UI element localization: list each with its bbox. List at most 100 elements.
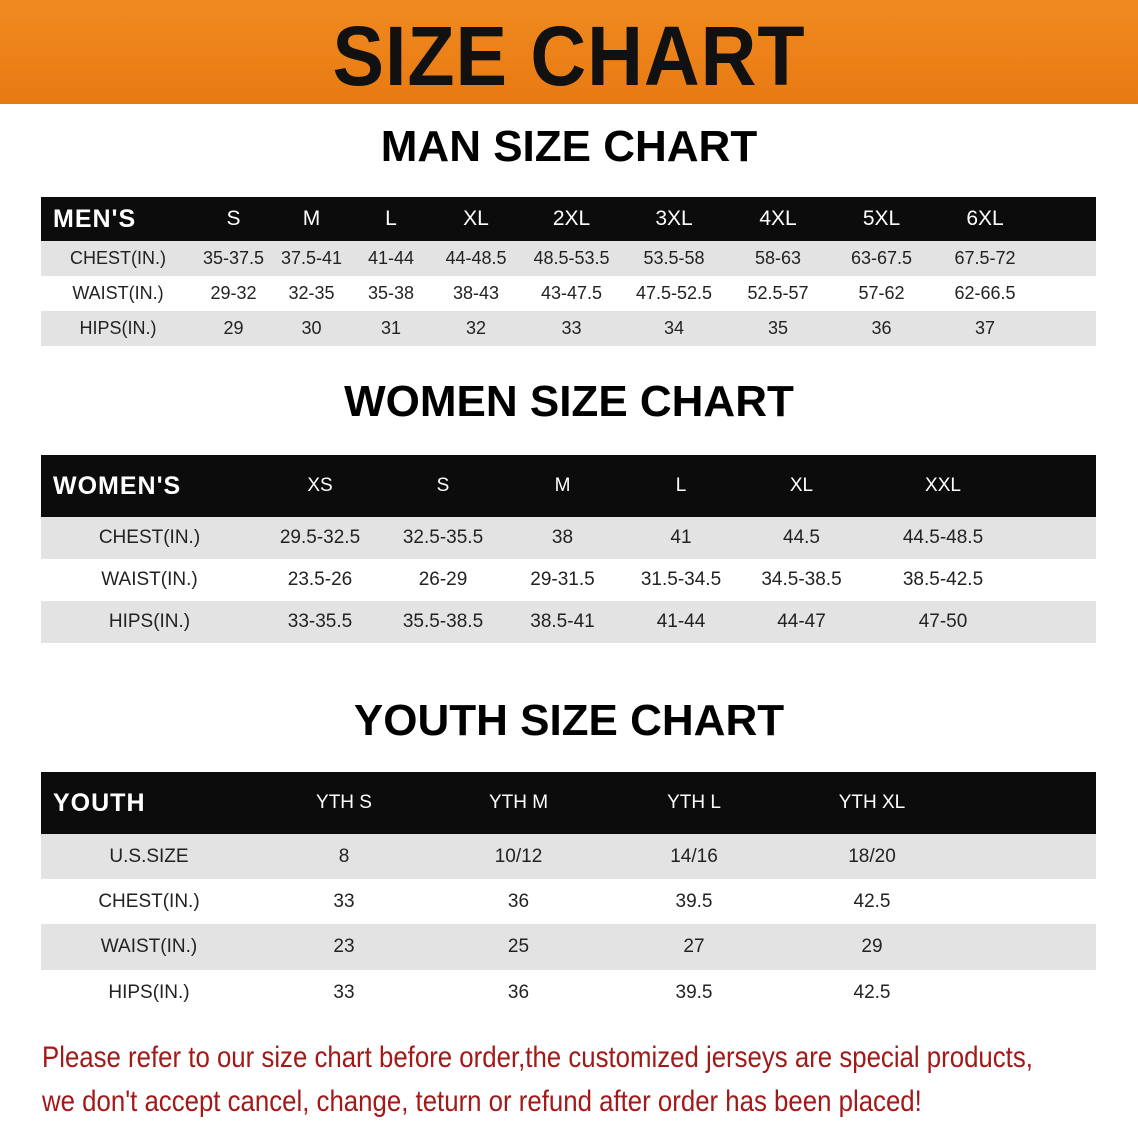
table-title-cell: MEN'S	[53, 204, 137, 233]
table-row: HIPS(IN.) 33 36 39.5 42.5	[41, 970, 1096, 1015]
men-size-table: MEN'S S M L XL 2XL 3XL 4XL 5XL 6XL CHEST(IN.) 35-37…	[41, 197, 1096, 346]
table-row: CHEST(IN.) 29.5-32.5 32.5-35.5 38 41 44.5 44.5…	[41, 517, 1096, 559]
table-header-row: YOUTH YTH S YTH M YTH L YTH XL	[41, 772, 1096, 834]
row-label: WAIST(IN.)	[72, 283, 164, 303]
table-cell: 35-37.5	[202, 248, 265, 268]
table-row: CHEST(IN.) 35-37.5 37.5-41 41-44 44-48.5 48.5…	[41, 241, 1096, 276]
size-header-cell: 2XL	[552, 207, 591, 230]
page-title: SIZE CHART	[332, 8, 806, 103]
table-cell: 23	[333, 936, 355, 957]
table-row: WAIST(IN.) 23 25 27 29	[41, 924, 1096, 970]
table-cell: 48.5-53.5	[533, 248, 610, 268]
table-cell: 29.5-32.5	[279, 527, 361, 548]
table-cell: 43-47.5	[540, 283, 603, 303]
table-cell: 39.5	[675, 890, 713, 912]
table-cell: 31	[380, 318, 402, 338]
table-header-row: MEN'S S M L XL 2XL 3XL 4XL 5XL 6XL	[41, 197, 1096, 241]
youth-section-title: YOUTH SIZE CHART	[353, 696, 785, 745]
table-row: U.S.SIZE 8 10/12 14/16 18/20	[41, 834, 1096, 879]
title-banner: SIZE CHART	[0, 0, 1138, 104]
size-header-cell: XL	[789, 475, 814, 496]
row-label: HIPS(IN.)	[79, 318, 157, 338]
table-cell: 52.5-57	[747, 283, 809, 303]
table-cell: 38-43	[452, 283, 500, 303]
size-header-cell: YTH S	[316, 792, 372, 813]
table-title-cell: WOMEN'S	[53, 471, 182, 500]
table-cell: 35.5-38.5	[402, 611, 484, 632]
size-header-cell: 4XL	[759, 207, 797, 230]
row-label: U.S.SIZE	[109, 845, 189, 867]
table-cell: 25	[507, 936, 530, 957]
table-cell: 10/12	[494, 845, 543, 867]
table-cell: 47.5-52.5	[635, 283, 713, 303]
table-cell: 57-62	[858, 283, 905, 303]
size-header-cell: M	[554, 475, 571, 496]
size-header-cell: YTH M	[488, 792, 549, 813]
size-header-cell: XS	[307, 475, 333, 496]
table-cell: 36	[871, 318, 892, 338]
size-header-cell: S	[226, 207, 241, 230]
table-row: HIPS(IN.) 29 30 31 32 33 34 35 36 37	[41, 311, 1096, 346]
table-cell: 41	[670, 527, 692, 548]
table-cell: 32.5-35.5	[402, 527, 484, 548]
men-section-title: MAN SIZE CHART	[380, 122, 758, 171]
table-row: WAIST(IN.) 23.5-26 26-29 29-31.5 31.5-34.5 34…	[41, 559, 1096, 601]
table-cell: 37	[974, 318, 996, 338]
table-header-row: WOMEN'S XS S M L XL XXL	[41, 455, 1096, 517]
youth-size-table: YOUTH YTH S YTH M YTH L YTH XL U.S.SIZE 8 10/12…	[41, 772, 1096, 1015]
table-cell: 23.5-26	[287, 569, 353, 590]
table-cell: 14/16	[670, 845, 718, 867]
row-label: CHEST(IN.)	[70, 248, 166, 268]
size-header-cell: 3XL	[655, 207, 693, 230]
table-cell: 38	[551, 527, 574, 548]
table-cell: 32-35	[288, 283, 335, 303]
size-header-cell: YTH L	[667, 792, 721, 813]
table-cell: 58-63	[754, 248, 802, 268]
table-title-cell: YOUTH	[53, 788, 146, 817]
table-cell: 62-66.5	[954, 283, 1016, 303]
women-section-title: WOMEN SIZE CHART	[344, 377, 794, 426]
table-cell: 27	[683, 936, 705, 957]
table-cell: 31.5-34.5	[640, 569, 722, 590]
table-cell: 63-67.5	[850, 248, 913, 268]
women-size-table: WOMEN'S XS S M L XL XXL CHEST(IN.) 29.5-32.5 32.5…	[41, 455, 1096, 643]
size-header-cell: YTH XL	[838, 792, 906, 813]
table-cell: 36	[507, 981, 530, 1003]
size-header-cell: 5XL	[862, 207, 901, 230]
notice-line-1: Please refer to our size chart before or…	[42, 1041, 1033, 1074]
table-cell: 33	[333, 890, 355, 912]
table-cell: 44.5-48.5	[902, 527, 984, 548]
size-header-cell: L	[675, 475, 687, 496]
table-cell: 38.5-41	[530, 611, 595, 632]
table-row: HIPS(IN.) 33-35.5 35.5-38.5 38.5-41 41-44 44-…	[41, 601, 1096, 643]
table-cell: 30	[301, 318, 322, 338]
table-cell: 53.5-58	[643, 248, 705, 268]
table-cell: 67.5-72	[954, 248, 1016, 268]
table-cell: 38.5-42.5	[902, 569, 984, 590]
table-cell: 29-32	[210, 283, 257, 303]
notice-line-2: we don't accept cancel, change, teturn o…	[42, 1085, 922, 1118]
table-cell: 39.5	[675, 981, 713, 1003]
table-cell: 33-35.5	[287, 611, 353, 632]
table-cell: 8	[338, 845, 350, 867]
table-cell: 26-29	[418, 569, 468, 590]
table-cell: 34	[663, 318, 685, 338]
row-label: WAIST(IN.)	[100, 936, 198, 957]
table-cell: 37.5-41	[280, 248, 343, 268]
table-cell: 34.5-38.5	[761, 569, 842, 590]
table-cell: 42.5	[853, 890, 891, 912]
table-cell: 44-48.5	[445, 248, 507, 268]
row-label: CHEST(IN.)	[98, 890, 200, 912]
table-cell: 29	[861, 936, 883, 957]
table-cell: 33	[333, 981, 355, 1003]
size-header-cell: M	[302, 207, 321, 230]
table-cell: 29-31.5	[530, 569, 595, 590]
table-cell: 47-50	[918, 611, 968, 632]
table-cell: 44.5	[783, 527, 820, 548]
size-header-cell: S	[436, 475, 450, 496]
table-cell: 35	[767, 318, 789, 338]
row-label: CHEST(IN.)	[98, 527, 201, 548]
table-row: CHEST(IN.) 33 36 39.5 42.5	[41, 879, 1096, 924]
table-cell: 18/20	[848, 845, 896, 867]
size-header-cell: XXL	[925, 475, 961, 496]
